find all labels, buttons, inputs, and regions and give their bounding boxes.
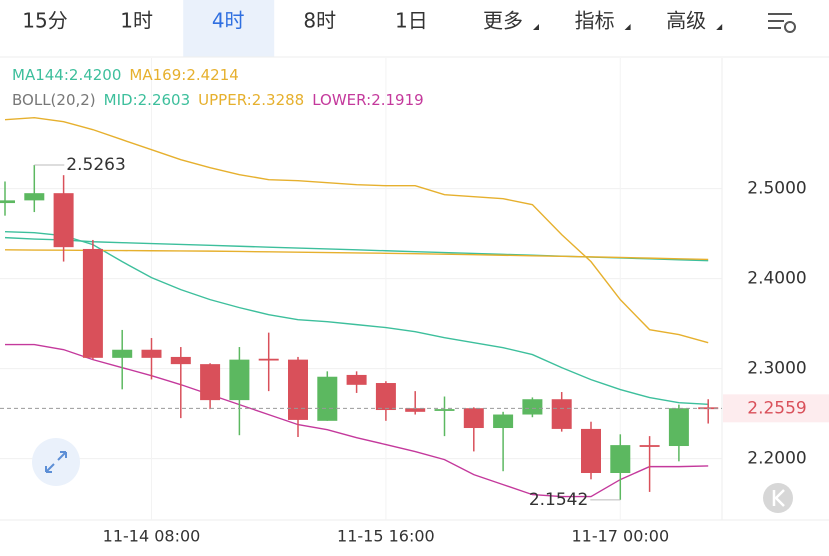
legend-name: MA169: [129, 66, 181, 84]
legend-name: MA144: [12, 66, 64, 84]
axes: 2.2000 2.3000 2.4000 2.5000 11-14 08:00 11-15…: [34, 155, 829, 546]
legend-value: 2.1919: [371, 91, 424, 109]
settings-icon[interactable]: [768, 13, 796, 33]
plot: [0, 116, 722, 500]
last-price-label: 2.2559: [747, 398, 806, 418]
legend-value: 2.3288: [252, 91, 305, 109]
candle-body: [0, 200, 15, 204]
candle-body: [522, 399, 543, 415]
tab[interactable]: 4时: [212, 9, 245, 33]
legend-value: 2.4214: [186, 66, 239, 84]
dropdown-caret: [624, 24, 631, 30]
candle-body: [112, 349, 133, 358]
legend-sep: :: [181, 66, 186, 84]
legend-name: UPPER: [198, 91, 247, 109]
indicator-line: [4, 116, 709, 344]
dropdown-caret: [716, 24, 723, 30]
legend-sep: :: [133, 91, 138, 109]
candle-body: [434, 409, 455, 411]
candle-body: [551, 399, 572, 429]
candle-body: [53, 193, 74, 248]
candle-body: [610, 445, 631, 474]
indicator-line: [4, 249, 709, 261]
x-tick-label: 11-14 08:00: [103, 527, 201, 546]
dropdown-caret: [533, 24, 539, 30]
legend-row: MA144:2.4200 MA169:2.4214: [12, 66, 239, 84]
candle-body: [82, 248, 103, 358]
k-button[interactable]: [763, 483, 793, 513]
legend-name: MID: [104, 91, 133, 109]
candle-body: [405, 408, 426, 412]
y-tick-label: 2.5000: [747, 179, 806, 199]
candle-body: [170, 356, 191, 365]
legend-sep: :: [366, 91, 371, 109]
legend-value: 2.2603: [138, 91, 191, 109]
candle-body: [668, 408, 689, 447]
tab-selected-bg: [183, 0, 275, 57]
legend-sep: :: [64, 66, 69, 84]
tab[interactable]: 1日: [395, 9, 428, 33]
legend-title: BOLL(20,2): [12, 91, 96, 109]
tab[interactable]: 8时: [303, 9, 336, 33]
legend-sep: :: [247, 91, 252, 109]
y-tick-label: 2.4000: [747, 269, 806, 289]
candle-body: [200, 364, 221, 401]
y-tick-label: 2.3000: [747, 359, 806, 379]
candle-body: [463, 408, 484, 429]
x-tick-label: 11-15 16:00: [337, 527, 435, 546]
low-annotation: 2.1542: [529, 490, 588, 510]
candle-body: [639, 445, 660, 447]
candle-body: [317, 376, 338, 421]
indicator-line: [4, 230, 709, 406]
legend-name: LOWER: [312, 91, 366, 109]
candle-body: [581, 428, 601, 474]
tab[interactable]: 1时: [120, 9, 153, 33]
tab[interactable]: 高级: [666, 9, 706, 33]
candle-body: [493, 414, 514, 429]
candle-body: [288, 359, 308, 420]
candle-body: [141, 349, 162, 358]
tab[interactable]: 指标: [575, 9, 615, 33]
y-tick-label: 2.2000: [747, 449, 806, 469]
x-tick-label: 11-17 00:00: [571, 527, 669, 546]
candle-body: [346, 374, 367, 385]
tab[interactable]: 更多: [483, 9, 523, 33]
tab-bar: 15分 1时 4时 8时 1日 更多 指标 高级: [22, 0, 723, 57]
tab[interactable]: 15分: [22, 9, 67, 33]
candle-body: [375, 383, 396, 411]
legend-row: BOLL(20,2) MID:2.2603 UPPER:2.3288 LOWER:2.…: [12, 91, 424, 109]
last-price-box: [723, 394, 829, 423]
candle-body: [229, 359, 250, 401]
high-annotation: 2.5263: [66, 155, 125, 175]
candle-body: [24, 193, 45, 201]
expand-button[interactable]: [32, 438, 80, 486]
candle-body: [258, 358, 279, 361]
legend-value: 2.4200: [69, 66, 122, 84]
